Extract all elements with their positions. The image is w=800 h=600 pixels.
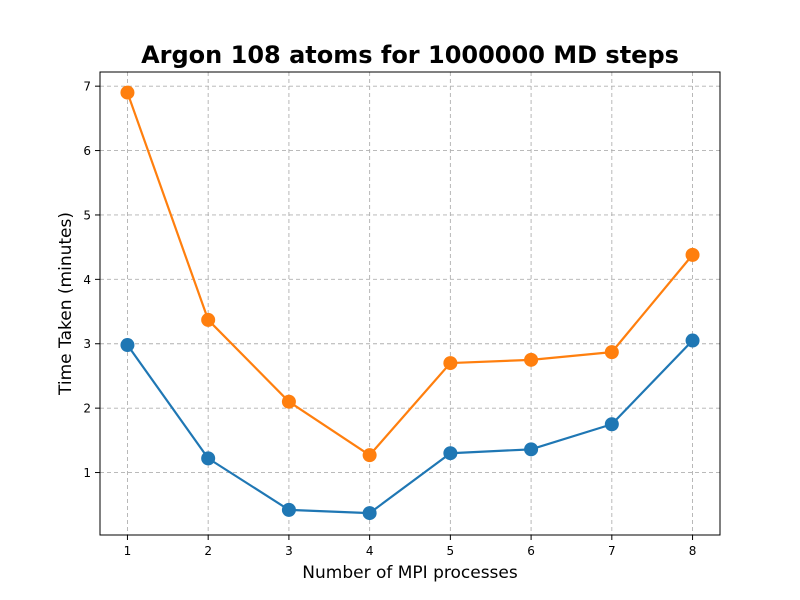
x-tick-label: 6 xyxy=(527,544,535,558)
y-tick-label: 7 xyxy=(83,80,91,94)
data-point xyxy=(524,442,539,457)
data-point xyxy=(685,247,700,262)
series-2 xyxy=(120,85,700,463)
data-point xyxy=(281,394,296,409)
y-tick-label: 3 xyxy=(83,337,91,351)
series-1 xyxy=(120,333,700,521)
data-series xyxy=(120,85,700,521)
data-point xyxy=(443,356,458,371)
x-tick-label: 3 xyxy=(285,544,293,558)
y-axis-label: Time Taken (minutes) xyxy=(56,212,76,396)
data-point xyxy=(604,345,619,360)
y-tick-label: 4 xyxy=(83,273,91,287)
data-point xyxy=(201,451,216,466)
y-tick-label: 1 xyxy=(83,466,91,480)
x-tick-label: 5 xyxy=(447,544,455,558)
x-tick-label: 2 xyxy=(204,544,212,558)
data-point xyxy=(443,446,458,461)
series-line xyxy=(126,92,694,457)
x-tick-label: 1 xyxy=(124,544,132,558)
data-point xyxy=(604,417,619,432)
series-line xyxy=(126,339,694,515)
y-tick-label: 5 xyxy=(83,208,91,222)
data-point xyxy=(362,448,377,463)
x-axis-ticks: 1 2 3 4 5 6 7 8 xyxy=(124,535,697,558)
y-tick-label: 6 xyxy=(83,144,91,158)
chart-title: Argon 108 atoms for 1000000 MD steps xyxy=(141,41,679,69)
data-point xyxy=(524,352,539,367)
plot-frame xyxy=(99,71,721,536)
data-point xyxy=(201,312,216,327)
x-tick-label: 7 xyxy=(608,544,616,558)
y-axis-ticks: 1 2 3 4 5 6 7 xyxy=(83,80,100,480)
data-point xyxy=(685,333,700,348)
data-point xyxy=(120,85,135,100)
data-point xyxy=(281,502,296,517)
x-tick-label: 4 xyxy=(366,544,374,558)
data-point xyxy=(362,506,377,521)
y-tick-label: 2 xyxy=(83,402,91,416)
x-tick-label: 8 xyxy=(689,544,697,558)
x-axis-label: Number of MPI processes xyxy=(302,563,518,583)
data-point xyxy=(120,338,135,353)
grid-lines xyxy=(100,72,720,535)
